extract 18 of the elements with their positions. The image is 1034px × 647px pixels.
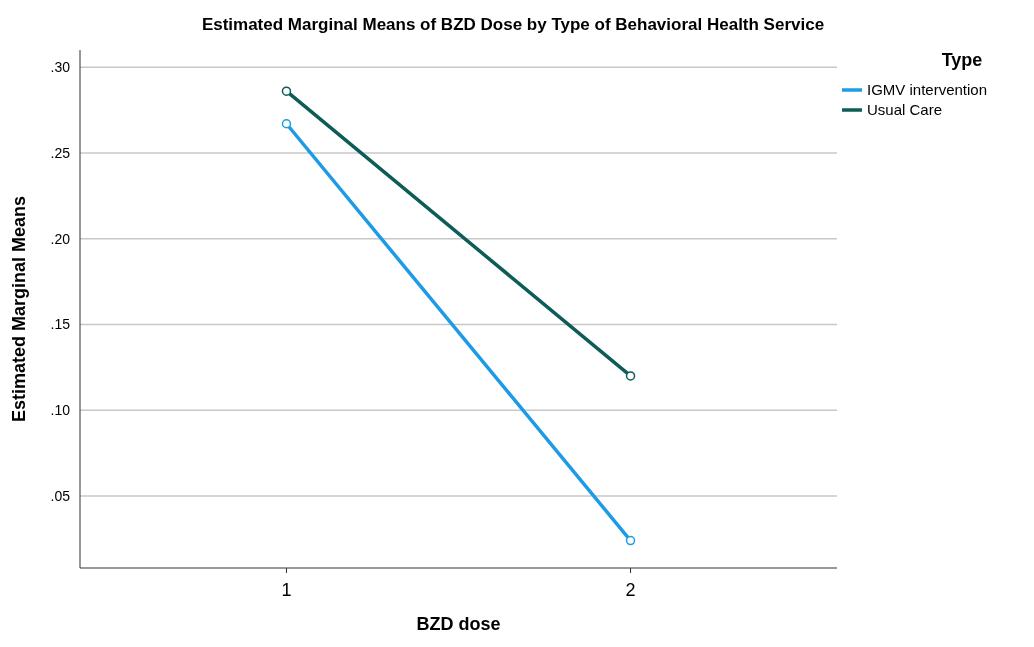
point (281, 119, 292, 129)
legend-label: Usual Care (867, 101, 943, 119)
point (625, 535, 636, 546)
point (625, 371, 636, 381)
point (281, 86, 292, 96)
y-tick-label: .10 (50, 402, 71, 419)
y-tick-label: .25 (50, 144, 71, 161)
y-tick-label: .15 (50, 316, 71, 333)
legend-title: Type (941, 50, 983, 70)
x-axis-title: BZD dose (416, 614, 501, 634)
y-tick-label: .05 (50, 487, 71, 504)
legend-label: IGMV intervention (867, 81, 988, 99)
x-tick-label: 1 (281, 580, 292, 600)
y-axis-title: Estimated Marginal Means (9, 195, 29, 423)
x-tick-label: 2 (625, 580, 636, 600)
chart-title: Estimated Marginal Means of BZD Dose by Type of Behavioral Health Service (201, 15, 825, 34)
y-tick-label: .20 (50, 230, 71, 247)
y-tick-label: .30 (50, 59, 71, 76)
